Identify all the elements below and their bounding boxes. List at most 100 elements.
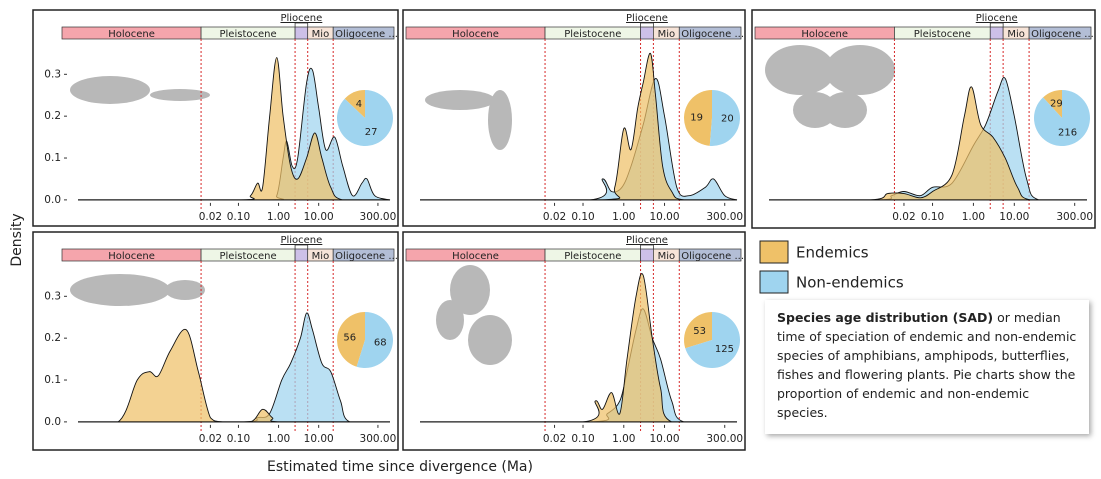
epoch-label: Mio — [312, 251, 330, 262]
epoch-band — [678, 248, 742, 262]
silhouette — [468, 315, 512, 365]
epoch-band — [678, 26, 742, 40]
silhouette — [70, 76, 150, 104]
pie-slice — [685, 312, 740, 369]
x-tick-label: 0.10 — [227, 433, 250, 445]
density-area — [420, 273, 737, 423]
epoch-label: Pleistocene — [914, 29, 971, 40]
y-tick-label: 0.2 — [44, 332, 61, 344]
epoch-label: Holocene — [452, 29, 499, 40]
epoch-label: Holocene — [801, 29, 848, 40]
x-tick-label: 0.10 — [571, 433, 594, 445]
x-tick-label: 1.00 — [612, 433, 635, 445]
x-tick-label: 10.00 — [649, 433, 679, 445]
y-tick-label: 0.0 — [44, 416, 61, 428]
y-tick-label: 0.3 — [44, 68, 61, 80]
legend-swatch — [759, 240, 789, 264]
panel-frame — [32, 9, 399, 227]
x-tick-label: 0.10 — [227, 211, 250, 223]
epoch-band — [294, 248, 309, 262]
epoch-label: Holocene — [108, 29, 155, 40]
epoch-band — [294, 26, 309, 40]
pie-label: 4 — [356, 99, 362, 110]
pie-slice — [337, 90, 393, 147]
epoch-label: Oligocene ... — [681, 251, 744, 262]
pie-slice — [1034, 90, 1091, 146]
epoch-label: Pliocene — [280, 235, 322, 246]
y-tick-label: 0.1 — [44, 152, 61, 164]
x-tick-label: 1.00 — [962, 211, 985, 223]
epoch-label: Mio — [658, 29, 676, 40]
x-tick-label: 0.02 — [199, 433, 222, 445]
epoch-band — [1028, 26, 1092, 40]
legend-label: Non-endemics — [796, 274, 904, 292]
legend-label: Endemics — [796, 244, 869, 262]
silhouette — [150, 89, 210, 101]
pie-label: 56 — [343, 333, 356, 344]
y-tick-label: 0.1 — [44, 374, 61, 386]
pie-slice — [1043, 90, 1062, 118]
density-area — [77, 57, 391, 201]
x-tick-label: 10.00 — [304, 211, 334, 223]
silhouette — [825, 45, 895, 95]
epoch-label: Mio — [658, 251, 676, 262]
epoch-bracket — [294, 22, 309, 27]
silhouette — [450, 265, 490, 315]
pie-label: 29 — [1050, 99, 1063, 110]
epoch-label: Pliocene — [626, 13, 668, 24]
pie-slice — [336, 312, 365, 367]
caption: Species age distribution (SAD) or median… — [765, 300, 1089, 434]
epoch-bracket — [640, 22, 654, 27]
y-axis-label: Density — [9, 213, 25, 266]
x-tick-label: 0.02 — [543, 433, 566, 445]
panel-frame — [402, 9, 746, 227]
pie-label: 53 — [693, 326, 706, 337]
x-tick-label: 0.02 — [199, 211, 222, 223]
pie-slice — [356, 312, 393, 368]
epoch-label: Mio — [1007, 29, 1025, 40]
density-area — [78, 328, 390, 423]
pie-label: 20 — [721, 114, 734, 125]
epoch-label: Oligocene ... — [335, 29, 398, 40]
x-tick-label: 1.00 — [612, 211, 635, 223]
caption-text: or median time of speciation of endemic … — [777, 310, 1077, 420]
legend-swatch — [759, 270, 789, 294]
epoch-label: Pleistocene — [564, 29, 621, 40]
epoch-label: Oligocene ... — [335, 251, 398, 262]
epoch-band — [332, 26, 395, 40]
pie-slice — [684, 312, 712, 349]
density-area — [768, 86, 1088, 201]
x-tick-label: 300.00 — [360, 433, 397, 445]
x-tick-label: 0.02 — [892, 211, 915, 223]
x-tick-label: 300.00 — [360, 211, 397, 223]
silhouette — [488, 90, 512, 150]
silhouette — [765, 45, 835, 95]
panel-frame — [32, 231, 399, 451]
x-axis-label: Estimated time since divergence (Ma) — [267, 459, 533, 475]
epoch-label: Oligocene ... — [1031, 29, 1094, 40]
epoch-band — [640, 26, 654, 40]
epoch-bracket — [640, 244, 654, 249]
x-tick-label: 0.10 — [571, 211, 594, 223]
epoch-band — [332, 248, 395, 262]
x-tick-label: 0.02 — [543, 211, 566, 223]
epoch-bracket — [989, 22, 1004, 27]
epoch-label: Holocene — [452, 251, 499, 262]
panel-frame — [402, 231, 746, 451]
epoch-label: Pliocene — [626, 235, 668, 246]
epoch-label: Holocene — [108, 251, 155, 262]
epoch-label: Pleistocene — [564, 251, 621, 262]
pie-label: 19 — [690, 112, 703, 123]
epoch-label: Pleistocene — [220, 251, 277, 262]
y-tick-label: 0.3 — [44, 290, 61, 302]
pie-label: 68 — [374, 337, 387, 348]
y-tick-label: 0.0 — [44, 194, 61, 206]
x-tick-label: 0.10 — [921, 211, 944, 223]
x-tick-label: 300.00 — [1056, 211, 1093, 223]
y-tick-label: 0.2 — [44, 110, 61, 122]
x-tick-label: 1.00 — [267, 433, 290, 445]
epoch-label: Pliocene — [280, 13, 322, 24]
density-area — [419, 52, 738, 201]
epoch-bracket — [294, 244, 309, 249]
